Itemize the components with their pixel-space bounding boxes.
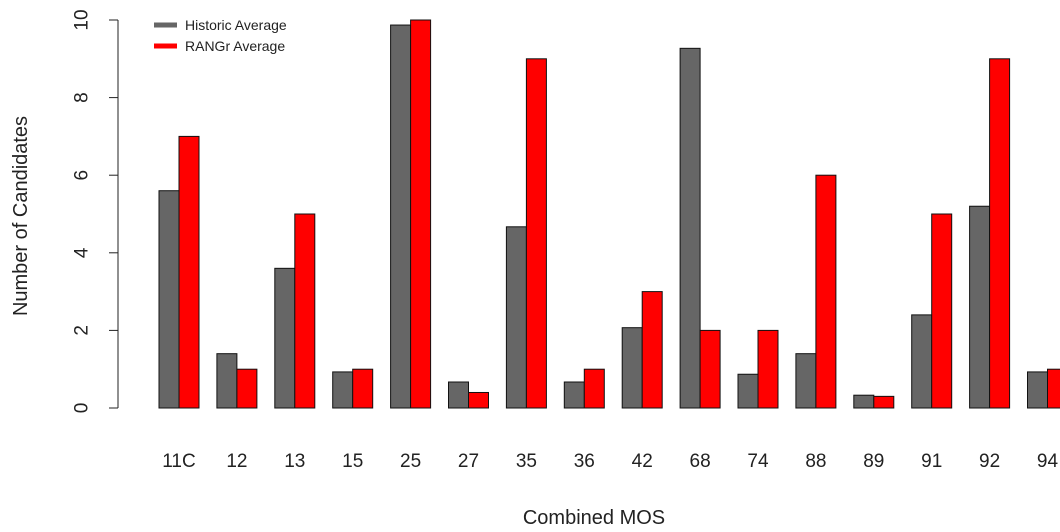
bar-historic-13: [274, 267, 296, 409]
bar-rangr-42: [641, 291, 663, 409]
x-tick-label: 42: [632, 451, 653, 472]
bar-historic-42: [621, 327, 643, 409]
y-tick-label: 6: [72, 170, 93, 181]
x-tick-label: 74: [747, 451, 769, 472]
x-tick-label: 92: [979, 451, 1000, 472]
bar-rangr-35: [525, 58, 547, 409]
y-tick-label: 2: [72, 325, 93, 336]
x-tick-label: 35: [516, 451, 537, 472]
bar-historic-15: [332, 371, 354, 409]
x-tick-label: 27: [458, 451, 479, 472]
bar-rangr-89: [873, 395, 895, 409]
bar-rangr-68: [699, 329, 721, 409]
bar-historic-92: [969, 205, 991, 409]
bar-historic-68: [679, 47, 701, 409]
bar-historic-35: [505, 226, 527, 409]
y-axis-title: Number of Candidates: [10, 116, 32, 316]
x-tick-label: 15: [342, 451, 363, 472]
bar-historic-88: [795, 353, 817, 409]
bar-historic-36: [563, 381, 585, 409]
bar-rangr-74: [757, 329, 779, 409]
x-tick-label: 94: [1037, 451, 1059, 472]
x-tick-label: 12: [226, 451, 247, 472]
bar-historic-11C: [158, 190, 180, 409]
bar-rangr-12: [236, 368, 258, 409]
y-tick-label: 10: [72, 9, 93, 30]
x-tick-label: 91: [921, 451, 942, 472]
bars: [158, 19, 1060, 409]
bar-rangr-11C: [178, 135, 200, 409]
legend-label-rangr: RANGr Average: [185, 38, 285, 54]
bar-rangr-92: [989, 58, 1011, 409]
bar-historic-74: [737, 373, 759, 409]
x-tick-label: 88: [805, 451, 826, 472]
bar-historic-12: [216, 353, 238, 409]
bar-rangr-91: [931, 213, 953, 409]
y-tick-label: 8: [72, 92, 93, 103]
x-axis-title: Combined MOS: [523, 507, 665, 529]
bar-rangr-36: [583, 368, 605, 409]
x-tick-label: 13: [284, 451, 305, 472]
legend-label-historic: Historic Average: [185, 17, 287, 33]
bar-historic-27: [448, 381, 469, 409]
y-tick-label: 0: [72, 403, 93, 414]
x-tick-label: 68: [690, 451, 711, 472]
bar-rangr-27: [468, 391, 489, 409]
bar-historic-25: [390, 24, 412, 409]
bar-rangr-88: [815, 174, 837, 409]
bar-rangr-15: [352, 368, 374, 409]
bar-rangr-13: [294, 213, 316, 409]
bar-rangr-25: [410, 19, 432, 409]
x-tick-label: 11C: [162, 451, 195, 472]
x-axis-labels: 11C 12 13 15 25 27 35 36 42 68 74 88 89 91 92 94: [162, 451, 1058, 472]
y-axis: 0 2 4 6 8 10: [72, 9, 119, 414]
x-tick-label: 25: [400, 451, 421, 472]
bar-historic-91: [911, 314, 933, 409]
x-tick-label: 89: [863, 451, 884, 472]
legend: Historic Average RANGr Average: [154, 17, 287, 54]
x-tick-label: 36: [574, 451, 595, 472]
bar-rangr-94: [1047, 368, 1060, 409]
y-tick-label: 4: [72, 247, 93, 258]
bar-historic-94: [1027, 371, 1048, 409]
bar-historic-89: [853, 394, 875, 409]
